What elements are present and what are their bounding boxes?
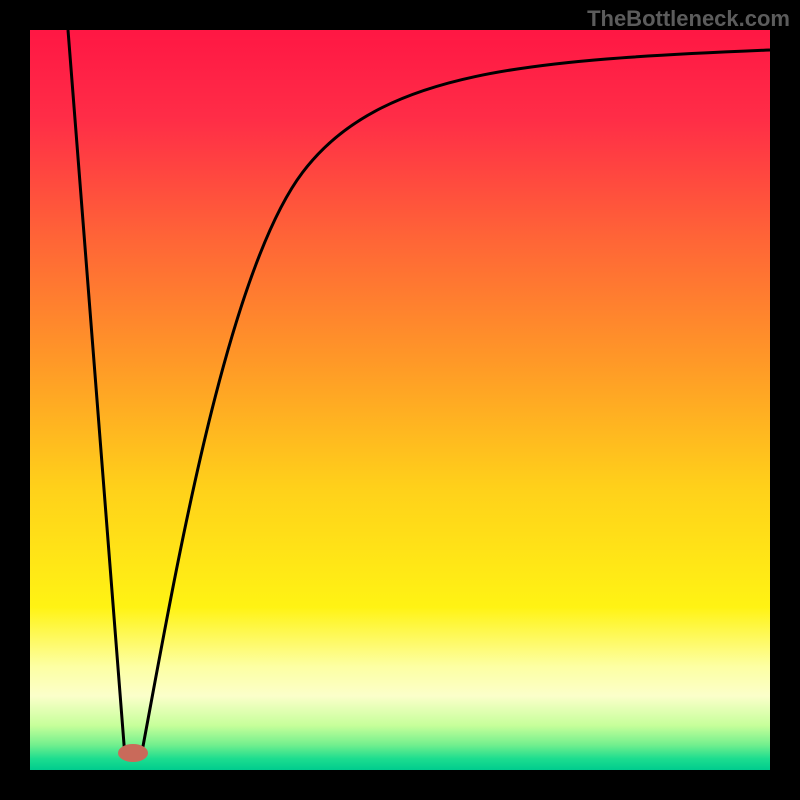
bottleneck-curve-chart xyxy=(0,0,800,800)
plot-area xyxy=(30,30,770,770)
chart-container: TheBottleneck.com xyxy=(0,0,800,800)
watermark-text: TheBottleneck.com xyxy=(587,6,790,32)
minimum-marker xyxy=(118,744,148,762)
